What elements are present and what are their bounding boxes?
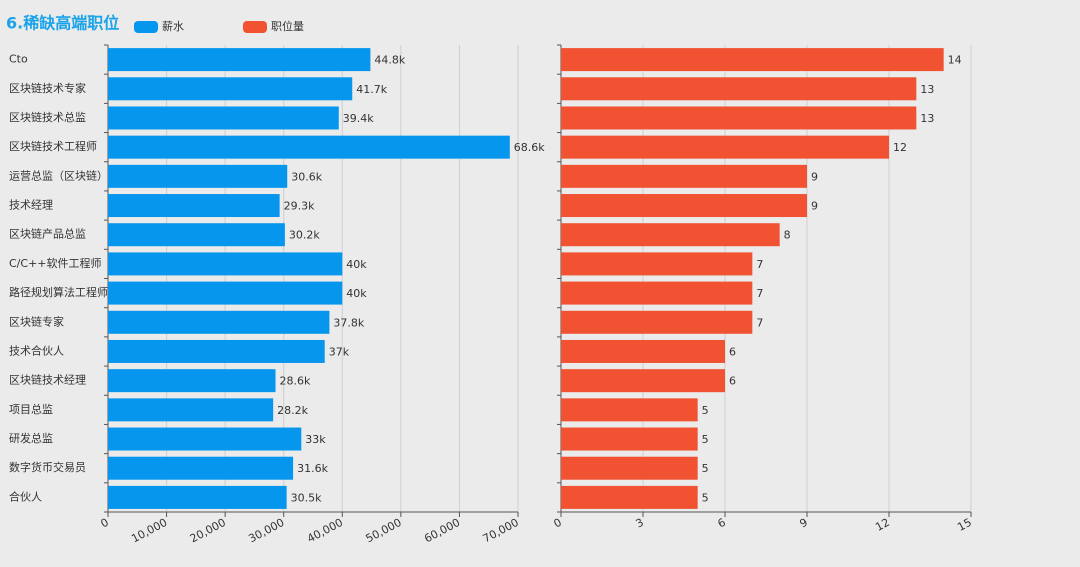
y-tick-label: 技术合伙人: [9, 343, 64, 357]
value-label: 9: [811, 170, 818, 183]
value-label: 6: [729, 345, 736, 358]
bar: [561, 310, 753, 334]
y-tick-label: 运营总监（区块链）: [9, 168, 108, 182]
y-tick-label: 技术经理: [9, 199, 53, 212]
y-tick-label: 研发总监: [9, 431, 53, 445]
value-label: 14: [948, 54, 962, 67]
value-label: 5: [702, 433, 709, 446]
value-label: 13: [920, 112, 934, 125]
value-label: 7: [756, 287, 763, 300]
value-label: 13: [920, 83, 934, 96]
value-label: 37.8k: [333, 316, 364, 329]
value-label: 29.3k: [284, 200, 315, 213]
y-tick-label: 数字货币交易员: [9, 460, 86, 474]
value-label: 40k: [346, 287, 367, 300]
value-label: 68.6k: [514, 141, 545, 154]
y-tick-label: 区块链技术经理: [9, 373, 86, 387]
value-label: 33k: [305, 433, 326, 446]
bar: [108, 77, 353, 101]
bar: [108, 456, 294, 480]
y-tick-label: 区块链技术总监: [9, 110, 86, 124]
value-label: 6: [729, 375, 736, 388]
x-tick-label: 15: [955, 516, 973, 534]
value-label: 40k: [346, 258, 367, 271]
bar: [108, 48, 371, 72]
value-label: 31.6k: [297, 462, 328, 475]
value-label: 28.6k: [280, 375, 311, 388]
y-tick-label: Cto: [9, 53, 28, 66]
bar: [561, 252, 753, 276]
value-label: 39.4k: [343, 112, 374, 125]
bar: [108, 135, 510, 159]
bar: [108, 281, 343, 305]
value-label: 5: [702, 404, 709, 417]
y-tick-label: 路径规划算法工程师: [9, 285, 108, 299]
bar: [561, 456, 698, 480]
chart-title: 6.稀缺高端职位: [6, 14, 119, 33]
bar: [108, 485, 287, 509]
y-tick-label: C/C++软件工程师: [9, 256, 102, 270]
x-tick-label: 12: [873, 516, 891, 534]
value-label: 8: [784, 229, 791, 242]
value-label: 41.7k: [356, 83, 387, 96]
bar: [108, 369, 276, 393]
legend-label: 职位量: [271, 19, 304, 33]
bar: [561, 369, 725, 393]
y-tick-label: 区块链技术工程师: [9, 139, 97, 153]
legend-swatch: [134, 21, 158, 33]
bar: [108, 310, 330, 334]
value-label: 30.5k: [291, 491, 322, 504]
y-tick-label: 区块链专家: [9, 314, 64, 328]
value-label: 7: [756, 258, 763, 271]
value-label: 37k: [329, 345, 350, 358]
legend-label: 薪水: [162, 20, 184, 33]
bar: [561, 194, 807, 218]
bar: [108, 106, 339, 130]
y-tick-label: 区块链技术专家: [9, 81, 86, 95]
bar: [108, 427, 302, 451]
bar: [561, 485, 698, 509]
bar: [561, 77, 917, 101]
bar: [561, 106, 917, 130]
y-tick-label: 项目总监: [9, 402, 53, 416]
bar: [561, 281, 753, 305]
bar: [561, 164, 807, 188]
value-label: 5: [702, 491, 709, 504]
bar: [561, 48, 944, 72]
legend-swatch: [243, 21, 267, 33]
bar: [108, 194, 280, 218]
value-label: 30.6k: [291, 170, 322, 183]
bar: [561, 223, 780, 247]
bar: [108, 252, 343, 276]
bar: [108, 164, 288, 188]
value-label: 28.2k: [277, 404, 308, 417]
bar: [561, 398, 698, 422]
value-label: 30.2k: [289, 229, 320, 242]
value-label: 12: [893, 141, 907, 154]
bar: [561, 339, 725, 363]
bar: [108, 223, 285, 247]
value-label: 5: [702, 462, 709, 475]
y-tick-label: 区块链产品总监: [9, 227, 86, 241]
y-tick-label: 合伙人: [9, 489, 42, 503]
bar: [108, 339, 325, 363]
value-label: 9: [811, 200, 818, 213]
value-label: 7: [756, 316, 763, 329]
value-label: 44.8k: [374, 54, 405, 67]
bar: [561, 427, 698, 451]
bar: [561, 135, 889, 159]
bar: [108, 398, 274, 422]
